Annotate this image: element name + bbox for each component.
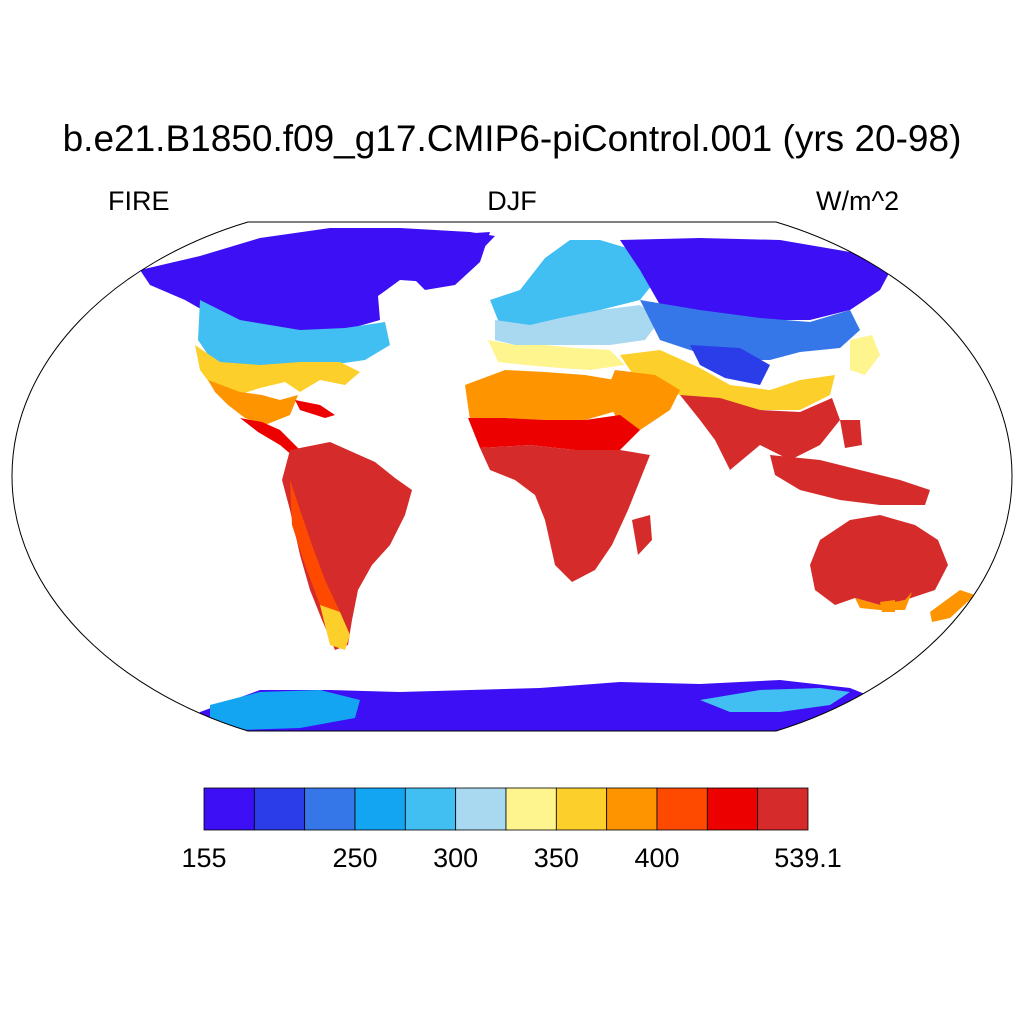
tasmania (880, 600, 895, 612)
colorbar-swatch (656, 787, 708, 831)
south-america (282, 442, 412, 650)
europe-north (490, 240, 660, 330)
sahara (465, 370, 640, 420)
colorbar-swatch (706, 787, 759, 831)
andes (290, 480, 345, 645)
antarctica-coast-east (700, 688, 850, 712)
map-boundary (11, 221, 1013, 732)
tibet (690, 345, 770, 385)
africa-south (480, 445, 650, 582)
colorbar-swatch (304, 787, 356, 831)
caribbean (295, 400, 335, 418)
colorbar-swatch (253, 787, 306, 831)
colorbar-swatch (404, 787, 457, 831)
units-label: W/m^2 (816, 186, 900, 216)
colorbar-swatch (203, 787, 255, 831)
colorbar-swatch (455, 787, 507, 831)
central-asia (640, 300, 860, 360)
colorbar-swatch (505, 787, 557, 831)
colorbar-swatch (354, 787, 406, 831)
colorbar-tick-label: 400 (634, 843, 679, 873)
japan (850, 335, 880, 375)
colorbar (203, 787, 809, 831)
north-america-central (198, 300, 390, 368)
colorbar-tick-label: 539.1 (774, 843, 842, 873)
colorbar-swatch (757, 787, 809, 831)
season-label: DJF (487, 186, 537, 216)
colorbar-tick-label: 350 (534, 843, 579, 873)
colorbar-labels: 155 250 300 350 400 539.1 (181, 843, 841, 873)
new-zealand (930, 590, 975, 622)
colorbar-tick-label: 250 (332, 843, 377, 873)
madagascar (632, 515, 652, 555)
colorbar-tick-label: 155 (181, 843, 226, 873)
asia-south-band (620, 350, 835, 410)
india-seasia (680, 395, 840, 470)
colorbar-swatch (555, 787, 608, 831)
variable-label: FIRE (108, 186, 170, 216)
arabia (605, 370, 680, 430)
colorbar-swatch (606, 787, 658, 831)
australia-south-edge (855, 592, 912, 610)
australia (810, 515, 948, 605)
mexico (208, 380, 298, 425)
greenland (400, 232, 490, 290)
philippines (840, 420, 862, 448)
indonesia (770, 455, 930, 505)
north-america-south (195, 345, 360, 395)
colorbar-tick-label: 300 (433, 843, 478, 873)
land-fields (140, 228, 975, 731)
antarctica-coast (210, 690, 360, 730)
plot-title: b.e21.B1850.f09_g17.CMIP6-piControl.001 … (62, 118, 962, 159)
mediterranean (488, 340, 625, 370)
europe-central (495, 305, 660, 345)
siberia (620, 238, 895, 320)
patagonia (320, 605, 350, 650)
sahel (468, 415, 640, 450)
antarctica (180, 680, 900, 731)
